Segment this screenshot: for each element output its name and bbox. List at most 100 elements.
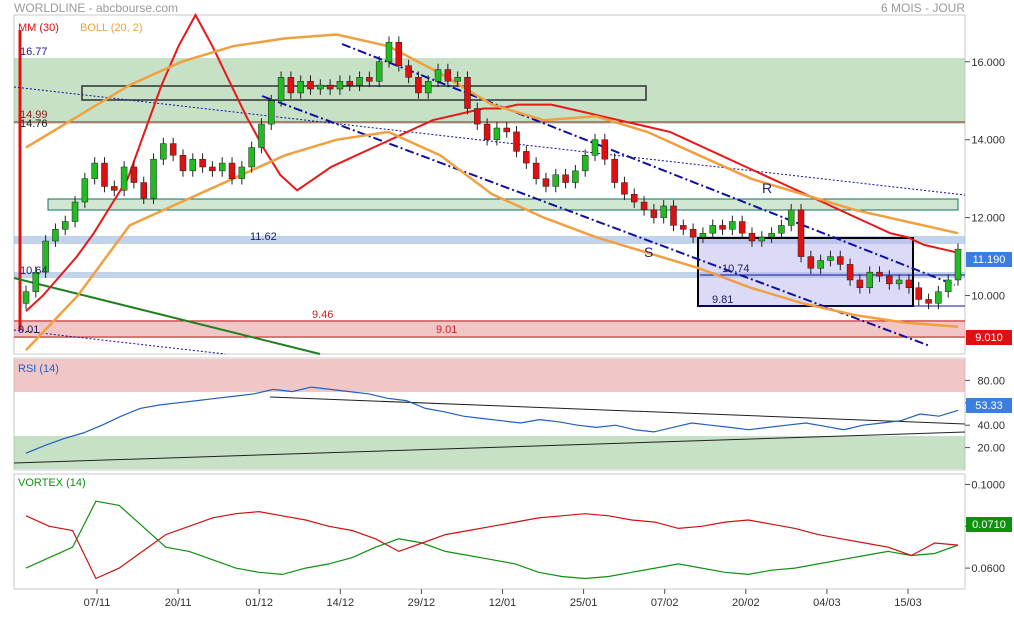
vortex-tick-label: 0.1000: [971, 479, 1005, 491]
boll-lower-line: [25, 130, 959, 351]
candle-body: [366, 77, 373, 82]
price-tick-label: 10.000: [971, 291, 1005, 303]
vortex-plus-line: [25, 500, 959, 580]
candle-body: [228, 162, 236, 179]
candle-body: [434, 69, 442, 82]
support-price-badge: [966, 330, 1012, 345]
candle-body: [140, 182, 147, 199]
candle-body: [837, 256, 844, 265]
candle-body: [611, 158, 618, 183]
candle-body: [738, 221, 746, 234]
level-1162-label: 11.62: [250, 231, 277, 243]
level-1074-label: 10.74: [722, 263, 750, 275]
candle-body: [817, 260, 824, 269]
x-tick-label: 12/01: [489, 597, 517, 609]
candle-body: [346, 80, 353, 86]
candle-body: [778, 225, 785, 234]
candle-body: [787, 209, 795, 226]
candle-body: [199, 158, 206, 168]
vortex-badge: [966, 517, 1012, 532]
x-tick-label: 20/02: [732, 597, 760, 609]
candle-body: [827, 256, 834, 261]
price-tick-label: 12.000: [971, 213, 1005, 225]
x-tick-label: 04/03: [813, 597, 841, 609]
candle-body: [317, 84, 324, 90]
candle-body: [650, 209, 658, 218]
candle-body: [444, 69, 452, 82]
candle-body: [944, 279, 952, 292]
resistance-trendline: [341, 43, 956, 286]
rsi-lower-trendline: [13, 431, 966, 464]
candle-body: [483, 123, 491, 140]
candle-body: [768, 232, 775, 238]
candle-body: [846, 264, 854, 281]
zone-1162: [14, 236, 965, 244]
candle-body: [169, 143, 177, 156]
candle-body: [895, 279, 903, 285]
candle-body: [81, 178, 89, 203]
candle-body: [621, 182, 628, 195]
vortex-minus-line: [25, 510, 959, 580]
x-tick-label: 20/11: [165, 597, 192, 609]
candle-body: [925, 299, 932, 304]
candle-body: [258, 123, 265, 148]
candle-body: [856, 279, 864, 289]
candle-body: [71, 201, 79, 222]
price-axis: 10.000 12.000 14.000 16.000: [965, 57, 1005, 303]
candle-body: [179, 155, 187, 172]
candle-body: [307, 80, 314, 90]
zone-1064: [14, 272, 965, 278]
candle-body: [552, 174, 560, 187]
vortex-tick-label: 0.0600: [971, 563, 1005, 575]
vortex-panel-bg: [13, 473, 966, 590]
candle-body: [218, 162, 226, 172]
candle-body: [464, 77, 471, 109]
candle-body: [277, 77, 285, 101]
candle-body: [150, 158, 157, 199]
candle-body: [375, 61, 383, 82]
legend-boll: BOLL (20, 2): [80, 22, 143, 34]
candle-body: [22, 291, 30, 304]
candle-body: [101, 162, 108, 187]
level-1499-label: 14.99: [20, 109, 48, 121]
x-tick-label: 14/12: [327, 597, 355, 609]
x-tick-label: 29/12: [408, 597, 436, 609]
candle-body: [807, 256, 815, 269]
candle-body: [748, 232, 756, 242]
resistance-zone-top: [14, 58, 965, 124]
candle-body: [209, 166, 216, 172]
green-trendline: [13, 277, 321, 355]
consolidation-rect: [81, 85, 647, 101]
level-1677-label: 16.77: [20, 46, 48, 58]
candle-body: [886, 275, 893, 285]
last-price-badge: [966, 252, 1012, 267]
candle-body: [424, 80, 432, 94]
chart-title: WORLDLINE - abcbourse.com: [14, 1, 178, 15]
candle-body: [405, 65, 412, 78]
candle-body: [689, 229, 697, 238]
candle-body: [130, 166, 138, 183]
candle-body: [562, 174, 569, 183]
price-tick-label: 16.000: [971, 57, 1005, 69]
level-901-left-label: 9.01: [18, 324, 39, 336]
candle-body: [572, 170, 579, 183]
rsi-tick-label: 40.00: [977, 420, 1005, 432]
vortex-label: VORTEX (14): [18, 477, 86, 489]
candle-body: [268, 100, 275, 125]
candle-body: [670, 205, 677, 226]
long-dotted-trendline: [13, 86, 966, 196]
candle-body: [758, 236, 766, 242]
dotted-support-line: [13, 329, 226, 355]
candle-body: [542, 178, 550, 187]
level-1476-label: 14.76: [20, 118, 48, 130]
x-tick-label: 15/03: [894, 597, 922, 609]
x-tick-label: 01/12: [245, 597, 273, 609]
candle-body: [503, 127, 510, 133]
candle-body: [581, 155, 589, 172]
candle-body: [719, 225, 726, 230]
candle-body: [189, 158, 197, 172]
candle-body: [905, 279, 913, 289]
candle-body: [61, 221, 69, 230]
price-tick-label: 14.000: [971, 135, 1005, 147]
